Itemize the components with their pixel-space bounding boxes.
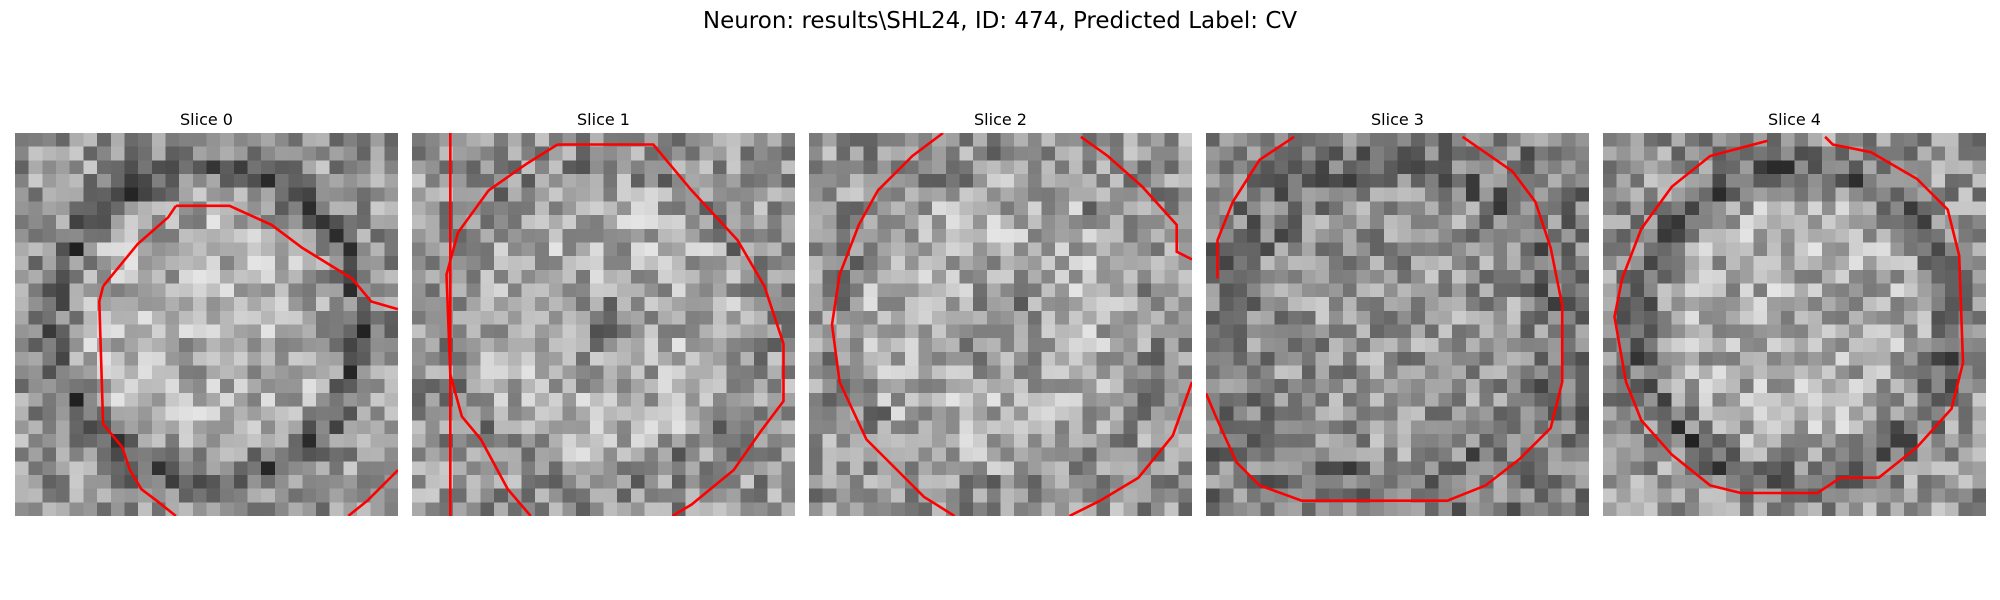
slice-title: Slice 0: [180, 110, 233, 129]
slice-title: Slice 4: [1768, 110, 1821, 129]
contour-line: [557, 143, 785, 516]
slice-title: Slice 2: [974, 110, 1027, 129]
slice-panel-2: Slice 2: [809, 110, 1192, 516]
contour-overlay: [1206, 135, 1564, 503]
contour-line: [97, 285, 177, 516]
contour-line: [347, 469, 398, 516]
slice-image: [15, 133, 398, 516]
grayscale-image: [809, 133, 1192, 516]
slice-image: [412, 133, 795, 516]
contour-line: [102, 205, 177, 288]
slice-panel-0: Slice 0: [15, 110, 398, 516]
contour-line: [175, 204, 398, 311]
contour-line: [1206, 135, 1564, 503]
figure-title: Neuron: results\SHL24, ID: 474, Predicte…: [702, 8, 1298, 34]
contour-line: [1068, 381, 1192, 516]
grayscale-image: [15, 133, 398, 516]
slice-image: [1603, 133, 1986, 516]
slice-panel-3: Slice 3: [1206, 110, 1589, 516]
contour-line: [830, 133, 956, 516]
contour-overlay: [830, 133, 1192, 516]
slice-panel-1: Slice 1: [412, 110, 795, 516]
contour-overlay: [97, 204, 398, 516]
contour-overlay: [1613, 135, 1965, 495]
contour-overlay: [445, 133, 785, 516]
slice-title: Slice 1: [577, 110, 630, 129]
slice-image: [1206, 133, 1589, 516]
slice-image: [809, 133, 1192, 516]
slice-panel-4: Slice 4: [1603, 110, 1986, 516]
grayscale-image: [412, 133, 795, 516]
contour-line: [445, 143, 559, 516]
contour-line: [1613, 135, 1965, 495]
slice-title: Slice 3: [1371, 110, 1424, 129]
grayscale-image: [1603, 133, 1986, 516]
contour-line: [1216, 135, 1295, 279]
contour-line: [1080, 135, 1192, 261]
